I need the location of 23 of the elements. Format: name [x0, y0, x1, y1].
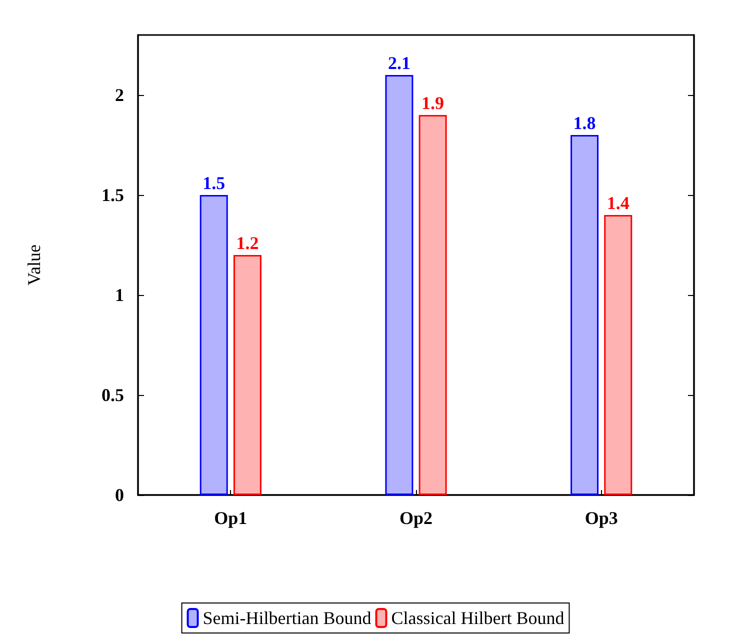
data-label: 2.1	[388, 53, 410, 73]
bar	[418, 115, 447, 495]
y-tick-label: 1.5	[102, 185, 124, 205]
x-tick-label: Op2	[399, 508, 433, 528]
bar	[570, 135, 599, 495]
data-label: 1.9	[422, 93, 444, 113]
bar	[385, 75, 414, 495]
y-tick-label: 0	[115, 485, 124, 505]
x-tick-label: Op3	[584, 508, 618, 528]
bar	[200, 195, 228, 495]
data-label: 1.2	[236, 233, 259, 253]
data-label: 1.8	[573, 113, 596, 133]
y-tick-label: 0.5	[102, 385, 124, 405]
x-tick-label: Op1	[214, 508, 248, 528]
legend-label: Semi-Hilbertian Bound	[202, 608, 372, 628]
y-axis-title: Value	[24, 244, 44, 286]
data-label: 1.4	[606, 193, 630, 213]
bar	[604, 215, 632, 495]
data-label: 1.5	[202, 173, 226, 193]
y-tick-label: 1	[115, 285, 124, 305]
y-tick-label: 2	[115, 85, 124, 105]
legend-label: Classical Hilbert Bound	[391, 608, 564, 628]
bar	[233, 255, 262, 495]
